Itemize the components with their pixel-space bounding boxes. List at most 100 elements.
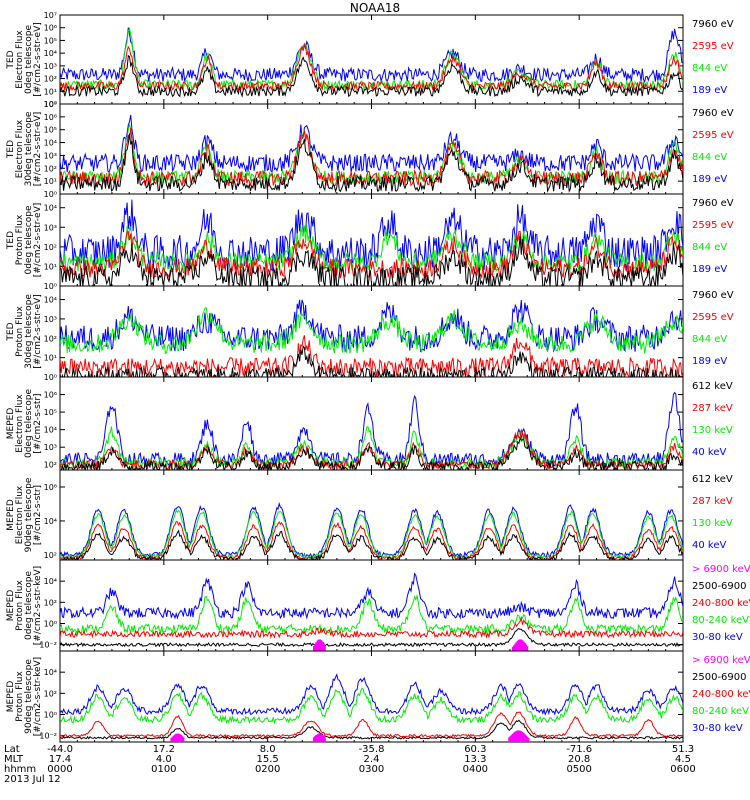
y-axis-label: MEPED (6, 408, 16, 440)
x-tick-label: 15.5 (257, 754, 279, 765)
x-tick-label: 20.8 (568, 754, 590, 765)
y-axis-label: TED (6, 231, 16, 250)
y-tick-label: 10⁶ (44, 24, 57, 33)
series-line-green (60, 593, 683, 635)
series-mark-magenta (520, 639, 523, 651)
legend-entry: 2595 eV (692, 312, 734, 323)
panel-2: 10⁰ 10¹ 10² 10³ 10⁴ 10⁵ 10⁶ 10⁷ TED Electron Flux… (6, 100, 734, 199)
legend-entry: 844 eV (692, 63, 727, 74)
legend-entry: 7960 eV (692, 19, 734, 30)
series-mark-magenta (523, 643, 526, 651)
series-mark-magenta (176, 733, 179, 742)
series-mark-magenta (322, 735, 325, 742)
series-mark-magenta (315, 734, 318, 742)
x-tick-label: 4.0 (156, 754, 172, 765)
legend-entry: 189 eV (692, 174, 727, 185)
series-mark-magenta (323, 736, 326, 742)
y-tick-label: 10² (44, 334, 57, 343)
series-mark-magenta (320, 640, 323, 651)
series-line-black (60, 345, 683, 377)
series-line-red (60, 128, 683, 188)
legend-entry: 2595 eV (692, 220, 734, 231)
y-axis-label: 30deg telescope (24, 111, 34, 186)
series-mark-magenta (170, 737, 173, 742)
y-axis-label: [#/cm2-s-str-keV] (33, 657, 43, 736)
x-tick-label: 0200 (255, 764, 280, 775)
x-tick-label: 0400 (463, 764, 488, 775)
series-mark-magenta (314, 644, 317, 651)
series-line-blue (60, 391, 683, 469)
y-tick-label: 10⁴ (44, 204, 57, 213)
legend-entry: 30-80 keV (692, 723, 743, 734)
series-mark-magenta (516, 640, 519, 651)
x-row-label: Lat (4, 744, 20, 755)
series-mark-magenta (520, 731, 523, 742)
y-tick-label: 10⁷ (44, 11, 57, 20)
y-axis-label: MEPED (6, 590, 16, 622)
y-axis-label: Electron Flux (15, 119, 25, 178)
series-mark-magenta (526, 736, 529, 742)
x-tick-label: -35.8 (359, 744, 385, 755)
series-mark-magenta (517, 639, 520, 651)
series-mark-magenta (317, 639, 320, 651)
panel-1: 10⁰ 10¹ 10² 10³ 10⁴ 10⁵ 10⁶ 10⁷ TED Electron Flux… (6, 11, 734, 109)
legend-entry: 287 keV (692, 403, 733, 414)
legend-entry: 7960 eV (692, 198, 734, 209)
x-tick-label: -71.6 (566, 744, 592, 755)
legend-entry: 189 eV (692, 356, 727, 367)
panel-8: 10⁻² 10⁰ 10² 10⁴ MEPED Proton Flux 90deg teles… (6, 650, 750, 743)
y-axis-label: [#/cm2-s-str-eV] (33, 112, 43, 187)
series-group (60, 501, 683, 560)
series-mark-magenta (511, 733, 514, 742)
panel-4: 10⁰ 10¹ 10² 10³ 10⁴ TED Proton Flux 30deg teles… (6, 285, 734, 382)
series-mark-magenta (322, 643, 325, 651)
y-axis-label: TED (6, 50, 16, 69)
y-axis-label: Proton Flux (15, 306, 25, 357)
y-tick-label: 10⁴ (44, 139, 57, 148)
series-group (60, 299, 683, 377)
y-tick-label: 10⁷ (44, 100, 57, 109)
y-tick-label: 10³ (44, 151, 57, 160)
y-axis-label: MEPED (6, 681, 16, 713)
series-mark-magenta (321, 641, 324, 651)
y-axis-label: Electron Flux (15, 485, 25, 544)
y-tick-label: 10⁴ (44, 49, 57, 58)
y-tick-label: 10³ (44, 62, 57, 71)
series-mark-magenta (316, 640, 319, 651)
y-axis-label: Proton Flux (15, 214, 25, 265)
legend-entry: 844 eV (692, 242, 727, 253)
series-group (60, 199, 683, 286)
y-axis-label: 30deg telescope (24, 294, 34, 369)
legend-entry: 2500-6900 (692, 581, 747, 592)
legend-entry: 240-800 keV (692, 598, 750, 609)
series-line-black (60, 529, 683, 560)
x-tick-label: 0100 (151, 764, 176, 775)
series-group (60, 673, 683, 742)
x-tick-label: 0300 (359, 764, 384, 775)
y-axis-label: TED (6, 322, 16, 341)
series-mark-magenta (321, 734, 324, 742)
x-tick-label: 0500 (566, 764, 591, 775)
y-axis-label: Proton Flux (15, 671, 25, 722)
panel-5: 10² 10³ 10⁴ 10⁵ 10⁶ MEPED Electron Flux 0deg te… (6, 376, 733, 471)
series-line-green (60, 26, 683, 92)
legend-entry: > 6900 keV (692, 655, 750, 666)
y-tick-label: 10² (44, 461, 57, 470)
series-mark-magenta (510, 734, 513, 742)
y-tick-label: 10⁰ (44, 190, 57, 199)
series-mark-magenta (508, 737, 511, 742)
y-axis-label: 90deg telescope (24, 659, 34, 734)
y-axis-label: Electron Flux (15, 30, 25, 89)
series-mark-magenta (521, 640, 524, 651)
panel-3: 10⁰ 10¹ 10² 10³ 10⁴ TED Proton Flux 0deg telesc… (6, 193, 734, 291)
series-mark-magenta (514, 643, 517, 651)
legend-entry: 80-240 keV (692, 706, 749, 717)
x-tick-label: 17.2 (153, 744, 175, 755)
series-mark-magenta (527, 737, 530, 742)
y-axis-label: 0deg telescope (24, 25, 34, 95)
series-mark-magenta (515, 730, 518, 742)
series-mark-magenta (513, 732, 516, 742)
legend-entry: 189 eV (692, 85, 727, 96)
x-tick-label: -44.0 (47, 744, 73, 755)
